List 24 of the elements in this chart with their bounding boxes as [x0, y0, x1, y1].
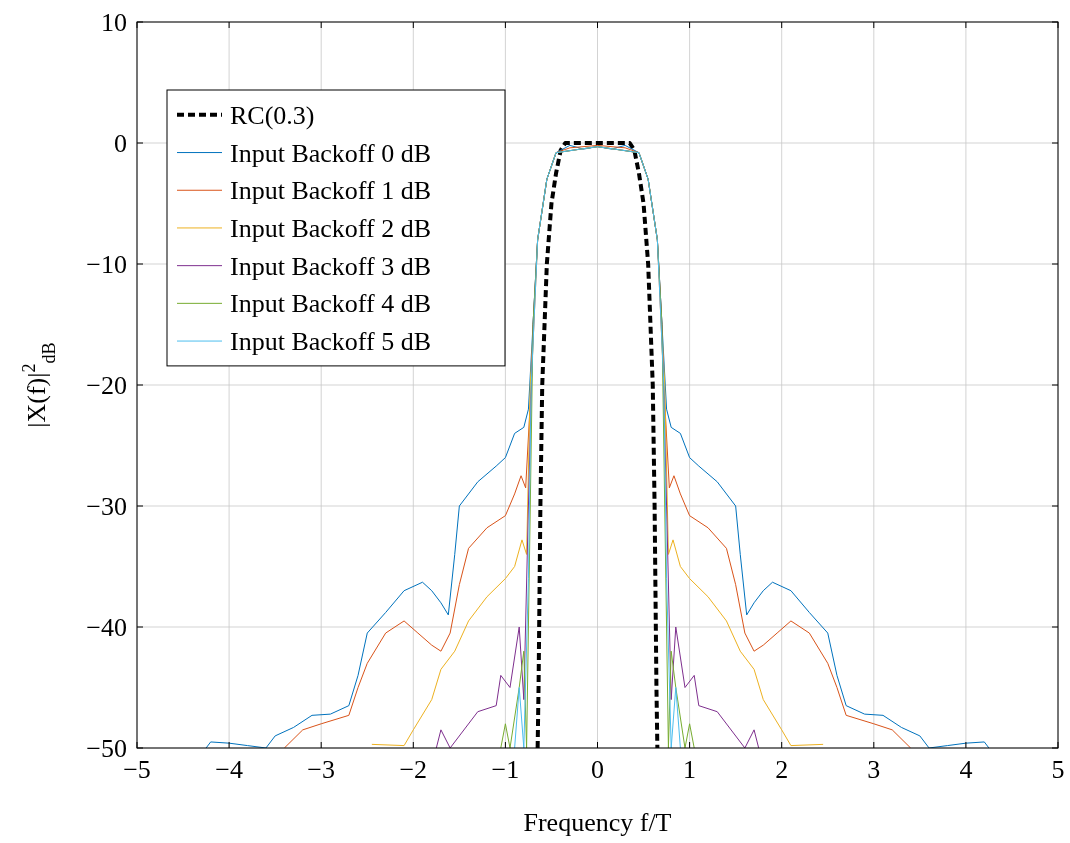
y-tick-label: 10	[101, 8, 127, 37]
y-tick-label: −10	[86, 250, 127, 279]
x-tick-label: 0	[591, 755, 604, 784]
x-tick-label: −2	[399, 755, 428, 784]
y-tick-label: −30	[86, 492, 127, 521]
x-tick-label: 3	[867, 755, 881, 784]
y-tick-label: −20	[86, 371, 127, 400]
x-tick-label: 1	[683, 755, 697, 784]
x-axis-title: Frequency f/T	[523, 808, 672, 837]
legend-label: RC(0.3)	[230, 100, 315, 130]
x-tick-label: −4	[215, 755, 243, 784]
x-tick-label: 4	[959, 755, 973, 784]
x-tick-label: −3	[307, 755, 336, 784]
x-tick-label: 5	[1051, 755, 1065, 784]
x-tick-label: −1	[491, 755, 520, 784]
x-tick-label: 2	[775, 755, 789, 784]
legend-label: Input Backoff 4 dB	[230, 289, 431, 319]
y-tick-label: 0	[114, 129, 127, 158]
legend-label: Input Backoff 1 dB	[230, 176, 431, 206]
legend-label: Input Backoff 5 dB	[230, 327, 431, 357]
legend-label: Input Backoff 3 dB	[230, 251, 431, 281]
y-tick-label: −40	[86, 613, 127, 642]
legend-label: Input Backoff 0 dB	[230, 138, 431, 168]
legend-label: Input Backoff 2 dB	[230, 213, 431, 243]
